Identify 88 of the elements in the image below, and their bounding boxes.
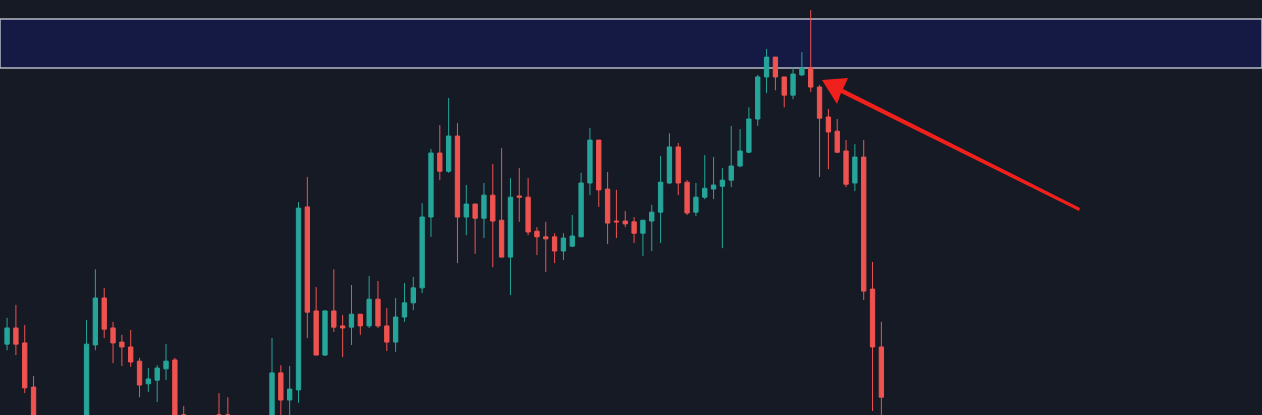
candlestick — [649, 204, 655, 252]
candlestick — [339, 314, 346, 358]
candlestick — [375, 280, 381, 329]
candlestick — [622, 210, 628, 228]
candlestick — [181, 405, 187, 415]
candlestick — [445, 97, 452, 174]
candlestick — [755, 74, 761, 127]
candlestick — [684, 179, 690, 216]
candlestick — [22, 324, 28, 394]
candlestick — [507, 177, 514, 296]
candlestick — [145, 367, 152, 393]
candlestick — [410, 276, 416, 311]
candlestick — [640, 219, 646, 257]
candlestick — [808, 9, 814, 93]
candlestick — [719, 167, 726, 249]
candlestick — [437, 124, 443, 181]
candlestick — [772, 56, 779, 91]
candlestick — [392, 297, 399, 353]
candlestick — [172, 357, 178, 415]
candlestick — [313, 286, 319, 356]
candlestick — [816, 84, 823, 178]
candlestick — [498, 147, 505, 258]
candlestick — [569, 214, 575, 248]
candlestick — [4, 317, 10, 351]
candlestick — [13, 304, 19, 356]
candlestick — [331, 268, 337, 333]
candlestick — [490, 163, 496, 268]
candlestick — [163, 343, 169, 381]
candlestick — [825, 108, 832, 170]
candlestick — [454, 122, 461, 264]
candlestick — [322, 309, 328, 357]
candlestick — [269, 337, 275, 415]
candlestick — [560, 232, 567, 261]
candlestick — [852, 143, 858, 192]
candlestick — [304, 176, 310, 339]
candlestick — [225, 396, 231, 415]
candlestick — [278, 364, 284, 415]
candlestick — [869, 261, 876, 412]
candlestick — [216, 392, 222, 415]
candlestick — [543, 221, 549, 273]
candlestick — [92, 268, 99, 351]
candlestick — [525, 177, 531, 236]
candlestick — [110, 321, 116, 364]
candlestick — [101, 287, 107, 339]
candlestick — [463, 184, 469, 236]
candlestick — [657, 155, 664, 244]
candlestick — [295, 201, 302, 404]
candlestick — [534, 226, 540, 256]
candlestick — [516, 167, 522, 223]
candlestick — [799, 51, 805, 77]
candlestick — [604, 171, 611, 245]
candlestick — [419, 202, 425, 294]
candlestick — [287, 365, 293, 415]
candlestick — [83, 319, 90, 415]
candlestick — [596, 139, 602, 208]
candlestick — [631, 216, 637, 244]
candlestick — [613, 189, 620, 239]
candlestick — [428, 148, 434, 238]
candlestick — [578, 172, 584, 238]
candlestick — [348, 284, 355, 346]
candlestick — [154, 364, 160, 403]
candlestick — [666, 132, 673, 185]
candlestick — [357, 313, 363, 336]
candlestick — [384, 307, 390, 352]
candlestick — [790, 66, 796, 100]
candlestick — [366, 275, 372, 329]
candlestick — [728, 125, 734, 188]
candlestick — [781, 76, 787, 108]
candlestick — [737, 128, 743, 168]
candlestick — [878, 321, 885, 415]
candlestick — [551, 232, 558, 264]
candlestick — [30, 375, 37, 415]
candlestick — [481, 182, 487, 239]
candlestick — [710, 156, 717, 200]
candlestick — [702, 154, 708, 200]
candlestick — [119, 334, 125, 367]
candlestick — [763, 48, 770, 94]
candlestick — [861, 139, 867, 301]
candlestick — [128, 329, 134, 368]
candlestick — [834, 118, 840, 154]
candlestick — [587, 127, 593, 196]
candlestick — [843, 139, 849, 188]
candlestick — [693, 182, 699, 217]
candlestick — [746, 106, 752, 154]
candlestick — [472, 203, 478, 255]
candlestick — [401, 282, 408, 323]
candlestick — [675, 142, 681, 196]
candlestick — [136, 357, 143, 398]
